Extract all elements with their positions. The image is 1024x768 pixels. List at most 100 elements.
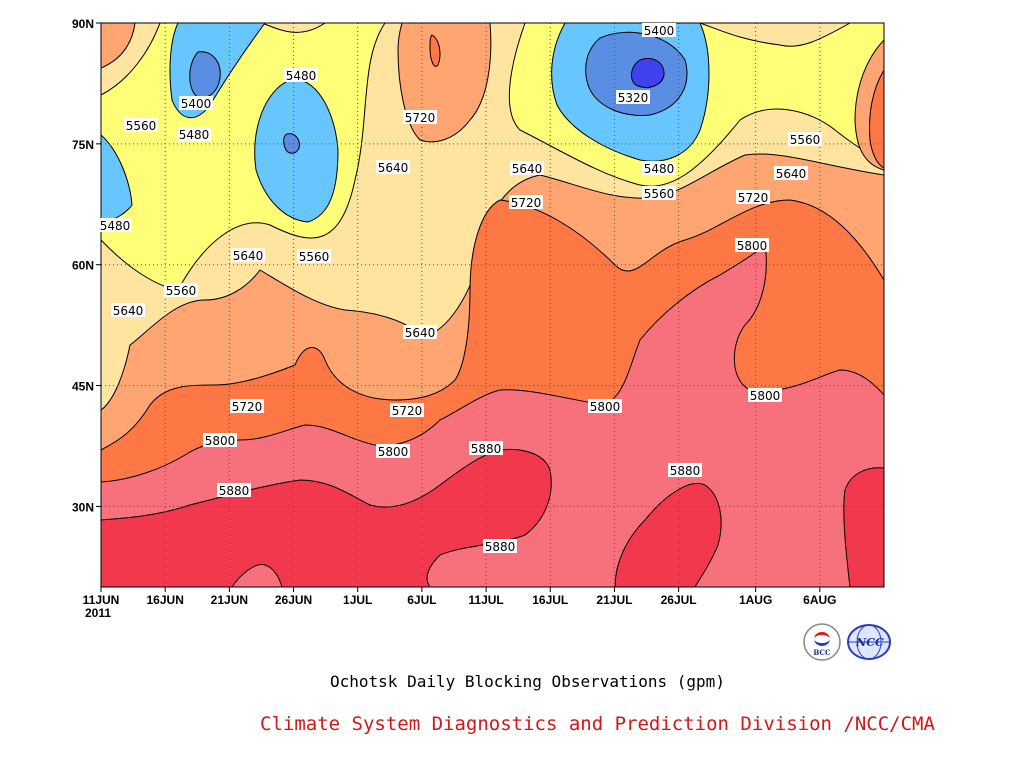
x-tick-label: 6AUG <box>803 593 836 607</box>
contour-label-5400: 5400 <box>644 24 675 38</box>
x-tick-label: 11JUL <box>468 593 503 607</box>
contour-label-5640: 5640 <box>378 161 409 175</box>
contour-label-5560: 5560 <box>790 133 821 147</box>
y-tick-label: 60N <box>72 259 94 273</box>
chart-title: Ochotsk Daily Blocking Observations (gpm… <box>330 672 725 691</box>
contour-label-box <box>203 433 237 447</box>
contour-label-box <box>284 68 318 82</box>
contour-label-box <box>111 303 145 317</box>
contour-label-5720: 5720 <box>738 191 769 205</box>
contour-label-box <box>510 161 544 175</box>
contour-label-box <box>483 539 517 553</box>
contour-label-box <box>642 186 676 200</box>
contour-label-box <box>668 463 702 477</box>
x-tick-label: 1AUG <box>739 593 772 607</box>
band-5400-5480 <box>189 51 221 99</box>
band-5960-b <box>614 483 722 587</box>
contour-label-5480: 5480 <box>286 69 317 83</box>
contour-label-5400: 5400 <box>181 97 212 111</box>
contour-label-box <box>748 388 782 402</box>
contour-label-5800: 5800 <box>378 445 409 459</box>
x-tick-label: 6JUL <box>407 593 436 607</box>
contour-label-box <box>177 127 211 141</box>
contour-label-box <box>164 283 198 297</box>
bcc-logo-icon: BCC <box>803 623 841 661</box>
contour-label-box <box>616 90 650 104</box>
contour-label-box <box>774 166 808 180</box>
ncc-logo-text: NCC <box>855 636 884 649</box>
x-tick-label: 11JUN <box>83 593 120 607</box>
contour-label-5720: 5720 <box>405 111 436 125</box>
contour-label-5560: 5560 <box>299 250 330 264</box>
x-tick-label: 16JUL <box>532 593 568 607</box>
contour-label-5640: 5640 <box>233 249 264 263</box>
plot-frame <box>100 22 885 588</box>
contour-label-box <box>376 160 410 174</box>
band-5320-5400 <box>631 57 665 89</box>
band-5400-5480-b <box>283 133 300 154</box>
band-5880-pocket <box>231 564 283 587</box>
contour-label-box <box>403 325 437 339</box>
bcc-logo-text: BCC <box>813 648 831 657</box>
contour-label-box <box>788 132 822 146</box>
contour-label-5560: 5560 <box>166 284 197 298</box>
contour-label-5800: 5800 <box>737 239 768 253</box>
y-tick-label: 30N <box>72 500 94 514</box>
contour-label-5320: 5320 <box>618 91 649 105</box>
contour-label-box <box>735 238 769 252</box>
y-tick-label: 90N <box>72 17 94 31</box>
contour-label-box <box>390 403 424 417</box>
x-axis: 11JUN 16JUN 21JUN 26JUN 1JUL 6JUL 11JUL 16JUL 21… <box>83 587 836 620</box>
contour-label-box <box>376 444 410 458</box>
contour-label-box <box>469 441 503 455</box>
ncc-logo-icon: NCC <box>847 624 891 660</box>
contour-label-5880: 5880 <box>670 464 701 478</box>
y-tick-label: 45N <box>72 380 94 394</box>
contour-label-5640: 5640 <box>405 326 436 340</box>
band-5800-5880-b <box>429 34 441 67</box>
y-tick-label: 75N <box>72 138 94 152</box>
contour-label-box <box>179 96 213 110</box>
contour-label-5480: 5480 <box>179 128 210 142</box>
contour-label-box <box>509 195 543 209</box>
contour-label-5880: 5880 <box>471 442 502 456</box>
contour-label-box <box>588 399 622 413</box>
band-5960-c <box>843 467 884 587</box>
contour-label-box <box>736 190 770 204</box>
contour-label-5480: 5480 <box>644 162 675 176</box>
x-year-label: 2011 <box>85 606 111 620</box>
x-tick-label: 21JUL <box>596 593 632 607</box>
contour-label-5640: 5640 <box>512 162 543 176</box>
contour-label-box <box>403 110 437 124</box>
x-tick-label: 26JUN <box>275 593 312 607</box>
contour-label-5480: 5480 <box>100 219 131 233</box>
contour-label-box <box>217 483 251 497</box>
contour-label-box <box>642 23 676 37</box>
contour-label-box <box>124 118 158 132</box>
x-tick-label: 16JUN <box>147 593 184 607</box>
contour-label-5880: 5880 <box>219 484 250 498</box>
x-tick-label: 26JUL <box>661 593 697 607</box>
contour-label-5720: 5720 <box>511 196 542 210</box>
contour-label-box <box>231 248 265 262</box>
x-tick-label: 21JUN <box>211 593 248 607</box>
contour-label-5800: 5800 <box>205 434 236 448</box>
contour-label-5880: 5880 <box>485 540 516 554</box>
contour-label-box <box>297 249 331 263</box>
x-tick-label: 1JUL <box>343 593 372 607</box>
contour-label-5640: 5640 <box>776 167 807 181</box>
y-axis: 30N 45N 60N 75N 90N <box>72 17 101 514</box>
contour-labels: 5400 5320 5400 5480 5560 5480 5720 5560 5640 5640… <box>98 23 822 554</box>
contour-label-5640: 5640 <box>113 304 144 318</box>
chart-credit: Climate System Diagnostics and Predictio… <box>260 713 935 735</box>
contour-label-box <box>98 218 132 232</box>
grid <box>101 23 884 587</box>
contour-label-5560: 5560 <box>126 119 157 133</box>
contour-label-5800: 5800 <box>750 389 781 403</box>
contour-label-box <box>230 399 264 413</box>
contour-label-5800: 5800 <box>590 400 621 414</box>
contour-label-5720: 5720 <box>392 404 423 418</box>
contour-label-5720: 5720 <box>232 400 263 414</box>
contour-label-5560: 5560 <box>644 187 675 201</box>
